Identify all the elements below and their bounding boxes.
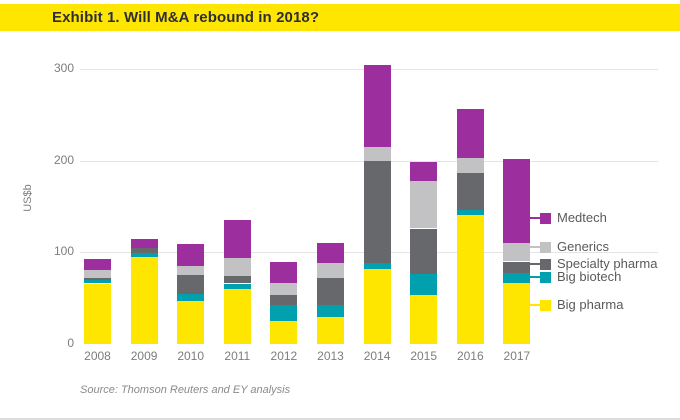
bar-segment-2013-specialty-pharma — [317, 278, 344, 305]
bar-segment-2011-specialty-pharma — [223, 276, 251, 284]
bar-segment-2015-big-pharma — [410, 295, 438, 344]
legend-swatch-big-biotech — [540, 271, 551, 283]
bar-segment-2017-big-biotech — [503, 272, 531, 283]
legend-connector-generics — [530, 246, 541, 248]
legend-label-medtech: Medtech — [557, 210, 607, 225]
bar-segment-2016-specialty-pharma — [456, 172, 484, 211]
bar-segment-2008-big-pharma — [84, 283, 111, 344]
bar-segment-2016-big-pharma — [456, 214, 484, 344]
bar-segment-2015-big-biotech — [410, 274, 438, 296]
legend-swatch-medtech — [540, 212, 551, 224]
x-tick-2016: 2016 — [456, 349, 484, 363]
legend-swatch-big-pharma — [540, 299, 551, 311]
bar-segment-2017-big-pharma — [503, 282, 531, 344]
x-tick-2015: 2015 — [410, 349, 438, 363]
x-tick-2012: 2012 — [270, 349, 298, 363]
bar-segment-2009-big-biotech — [130, 253, 158, 257]
bar-segment-2013-big-biotech — [317, 304, 344, 318]
y-tick-300: 300 — [53, 61, 74, 75]
bar-segment-2013-big-pharma — [317, 317, 344, 344]
bar-segment-2010-big-biotech — [177, 293, 205, 301]
y-tick-100: 100 — [53, 244, 74, 259]
legend-connector-specialty-pharma — [530, 263, 541, 265]
bar-segment-2008-specialty-pharma — [84, 278, 111, 280]
bar-segment-2012-big-biotech — [270, 304, 298, 322]
bar-segment-2010-medtech — [177, 244, 205, 267]
bar-segment-2015-medtech — [410, 161, 438, 181]
bar-segment-2009-big-pharma — [130, 256, 158, 344]
bar-segment-2015-generics — [410, 180, 438, 229]
exhibit-title: Exhibit 1. Will M&A rebound in 2018? — [52, 9, 320, 26]
bar-segment-2012-medtech — [270, 262, 298, 283]
bar-segment-2016-generics — [456, 157, 484, 173]
legend-label-big-biotech: Big biotech — [557, 269, 622, 284]
y-tick-200: 200 — [53, 152, 74, 167]
x-tick-2013: 2013 — [317, 349, 344, 363]
x-tick-2014: 2014 — [363, 349, 391, 363]
bar-segment-2011-medtech — [223, 220, 251, 258]
bar-segment-2014-generics — [363, 146, 391, 161]
bar-segment-2017-specialty-pharma — [503, 261, 531, 273]
bar-segment-2013-medtech — [317, 243, 344, 264]
exhibit-header-band: Exhibit 1. Will M&A rebound in 2018? — [0, 4, 680, 31]
x-tick-2009: 2009 — [130, 349, 158, 363]
bar-segment-2012-big-pharma — [270, 321, 298, 344]
bar-segment-2014-big-pharma — [363, 268, 391, 344]
y-axis-label: US$b — [22, 184, 34, 212]
bar-segment-2016-medtech — [456, 109, 484, 158]
legend-label-specialty-pharma: Specialty pharma — [557, 256, 658, 271]
x-tick-2011: 2011 — [224, 349, 251, 363]
bar-segment-2008-big-biotech — [84, 279, 111, 284]
bar-segment-2014-medtech — [363, 65, 391, 147]
legend-label-generics: Generics — [557, 239, 610, 254]
bar-segment-2012-specialty-pharma — [270, 295, 298, 305]
bar-segment-2009-medtech — [130, 238, 158, 248]
legend-swatch-generics — [540, 241, 551, 253]
bar-segment-2010-generics — [177, 266, 205, 276]
bar-segment-2011-big-pharma — [223, 289, 251, 344]
bar-segment-2016-big-biotech — [456, 210, 484, 215]
bar-segment-2017-medtech — [503, 158, 531, 244]
x-tick-2017: 2017 — [503, 349, 531, 363]
bar-segment-2008-medtech — [84, 258, 111, 270]
legend-connector-big-pharma — [530, 304, 541, 306]
bar-segment-2011-big-biotech — [223, 283, 251, 289]
x-tick-2010: 2010 — [177, 349, 205, 363]
source-note: Source: Thomson Reuters and EY analysis — [80, 384, 291, 396]
bar-segment-2011-generics — [223, 257, 251, 277]
bar-segment-2008-generics — [84, 269, 111, 278]
x-tick-2008: 2008 — [84, 349, 111, 363]
bar-segment-2010-specialty-pharma — [177, 275, 205, 294]
legend-swatch-specialty-pharma — [540, 258, 551, 270]
legend-label-big-pharma: Big pharma — [557, 297, 624, 312]
bar-segment-2013-generics — [317, 263, 344, 278]
bar-segment-2014-specialty-pharma — [363, 160, 391, 264]
legend-connector-medtech — [530, 217, 541, 219]
bar-segment-2012-generics — [270, 282, 298, 296]
bar-segment-2010-big-pharma — [177, 300, 205, 344]
bar-segment-2014-big-biotech — [363, 263, 391, 269]
y-tick-0: 0 — [67, 336, 74, 350]
bar-segment-2015-specialty-pharma — [410, 228, 438, 275]
bar-segment-2009-specialty-pharma — [130, 247, 158, 254]
bar-segment-2017-generics — [503, 243, 531, 262]
legend-connector-big-biotech — [530, 276, 541, 278]
